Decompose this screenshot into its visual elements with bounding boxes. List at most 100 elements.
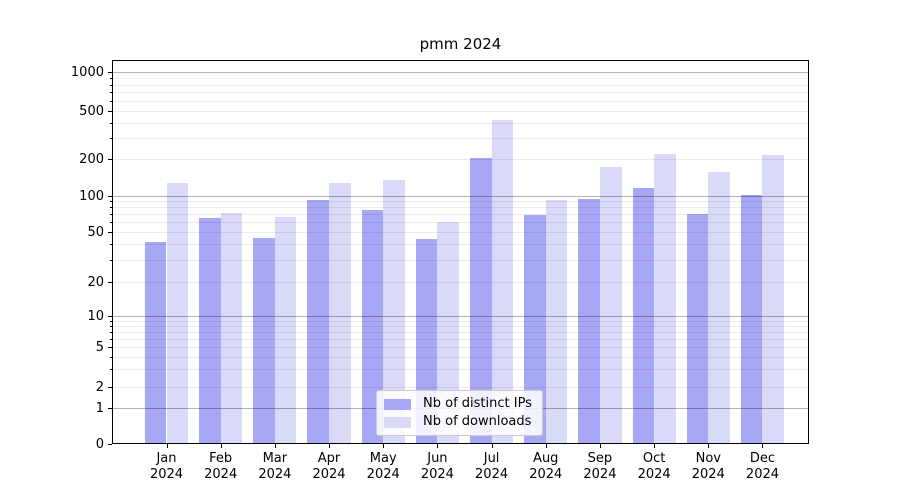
x-tick-month: Sep	[587, 451, 613, 466]
x-tick-label: May 2024	[355, 451, 411, 483]
chart-title: pmm 2024	[419, 35, 502, 53]
x-tick-year: 2024	[149, 467, 184, 482]
gridline-major	[112, 195, 809, 197]
y-minor-tickmark	[110, 111, 112, 112]
y-tick-label: 50	[87, 225, 104, 240]
bar-distinct-ips-apr-2024	[307, 199, 330, 444]
gridline-minor	[112, 331, 809, 333]
y-minor-tickmark	[110, 356, 112, 358]
y-tick-label: 1	[95, 401, 104, 416]
x-tickmark	[599, 444, 601, 448]
x-tickmark	[166, 444, 168, 448]
bar-distinct-ips-jul-2024	[469, 158, 492, 444]
bar-downloads-may-2024	[383, 180, 405, 444]
bar-downloads-jul-2024	[491, 119, 514, 444]
y-tickmark	[108, 408, 112, 409]
y-minor-tickmark	[110, 77, 112, 79]
bar-distinct-ips-may-2024	[361, 209, 384, 444]
bar-distinct-ips-feb-2024	[199, 218, 221, 444]
x-tick-year: 2024	[312, 467, 346, 482]
x-tickmark	[274, 444, 276, 448]
x-tick-month: Jul	[483, 451, 500, 466]
y-tick-label: 10	[87, 309, 104, 324]
y-minor-tickmark	[110, 282, 112, 283]
bar-downloads-sep-2024	[599, 167, 622, 444]
x-tick-month: Feb	[209, 451, 233, 466]
gridline-minor	[112, 222, 809, 224]
x-tick-month: Oct	[642, 451, 666, 466]
y-tick-label: 100	[79, 188, 104, 204]
y-minor-tickmark	[110, 222, 112, 224]
gridline-minor	[112, 347, 809, 348]
gridline-minor	[112, 111, 809, 112]
x-tick-label: Aug 2024	[518, 451, 574, 483]
bar-downloads-jan-2024	[166, 183, 189, 444]
gridline-minor	[112, 100, 809, 102]
y-minor-tickmark	[110, 201, 112, 203]
y-minor-tickmark	[110, 84, 112, 86]
bar-distinct-ips-mar-2024	[253, 237, 275, 444]
gridline-minor	[112, 122, 809, 124]
bar-downloads-apr-2024	[329, 182, 351, 444]
bar-distinct-ips-aug-2024	[524, 215, 546, 444]
gridline-minor	[112, 338, 809, 340]
legend-label-distinct-ips: Nb of distinct IPs	[423, 396, 532, 411]
x-tick-label: Sep 2024	[572, 451, 628, 483]
x-tick-month: Dec	[749, 451, 776, 466]
x-tickmark	[383, 444, 385, 448]
y-minor-tickmark	[110, 320, 112, 322]
bar-downloads-feb-2024	[220, 212, 243, 444]
bar-distinct-ips-jan-2024	[144, 241, 167, 444]
x-tick-label: Jul 2024	[464, 451, 520, 483]
y-tick-label: 20	[87, 275, 104, 290]
x-tickmark	[329, 444, 331, 448]
y-minor-tickmark	[110, 214, 112, 216]
gridline-minor	[112, 387, 809, 388]
y-minor-tickmark	[110, 369, 112, 371]
x-tick-label: Nov 2024	[680, 451, 736, 483]
y-minor-tickmark	[110, 331, 112, 333]
gridline-major	[112, 72, 809, 73]
gridline-minor	[112, 207, 809, 209]
y-tick-label: 500	[79, 104, 104, 119]
y-tickmark	[108, 195, 112, 197]
x-tick-year: 2024	[475, 467, 509, 482]
y-tickmark	[108, 72, 112, 73]
gridline-minor	[112, 84, 809, 86]
y-minor-tickmark	[110, 347, 112, 348]
legend-label-downloads: Nb of downloads	[423, 414, 532, 429]
x-tick-month: Jun	[427, 451, 448, 466]
x-tick-year: 2024	[366, 467, 400, 482]
bar-distinct-ips-oct-2024	[632, 187, 655, 444]
bar-distinct-ips-nov-2024	[686, 214, 709, 444]
gridline-minor	[112, 159, 809, 160]
gridline-minor	[112, 325, 809, 327]
legend-swatch-distinct-ips	[384, 398, 411, 410]
x-tickmark	[762, 444, 764, 448]
bar-downloads-mar-2024	[274, 216, 297, 444]
x-tickmark	[708, 444, 710, 448]
x-tick-year: 2024	[745, 467, 780, 482]
y-minor-tickmark	[110, 338, 112, 340]
y-minor-tickmark	[110, 122, 112, 124]
gridline-minor	[112, 356, 809, 358]
x-tick-year: 2024	[258, 467, 292, 482]
bar-downloads-aug-2024	[545, 199, 568, 444]
gridline-minor	[112, 259, 809, 261]
gridline-minor	[112, 92, 809, 94]
legend: Nb of distinct IPs Nb of downloads	[376, 390, 543, 436]
x-tickmark	[654, 444, 656, 448]
gridline-minor	[112, 201, 809, 203]
x-tick-label: Dec 2024	[734, 451, 790, 483]
gridline-minor	[112, 244, 809, 246]
x-tick-year: 2024	[204, 467, 238, 482]
y-minor-tickmark	[110, 387, 112, 388]
x-tickmark	[545, 444, 547, 448]
gridline-minor	[112, 137, 809, 139]
gridline-minor	[112, 282, 809, 283]
x-tickmark	[437, 444, 439, 448]
x-tick-year: 2024	[637, 467, 671, 482]
y-tick-label: 200	[79, 152, 104, 167]
plot-area: Nb of distinct IPs Nb of downloads	[112, 60, 809, 444]
